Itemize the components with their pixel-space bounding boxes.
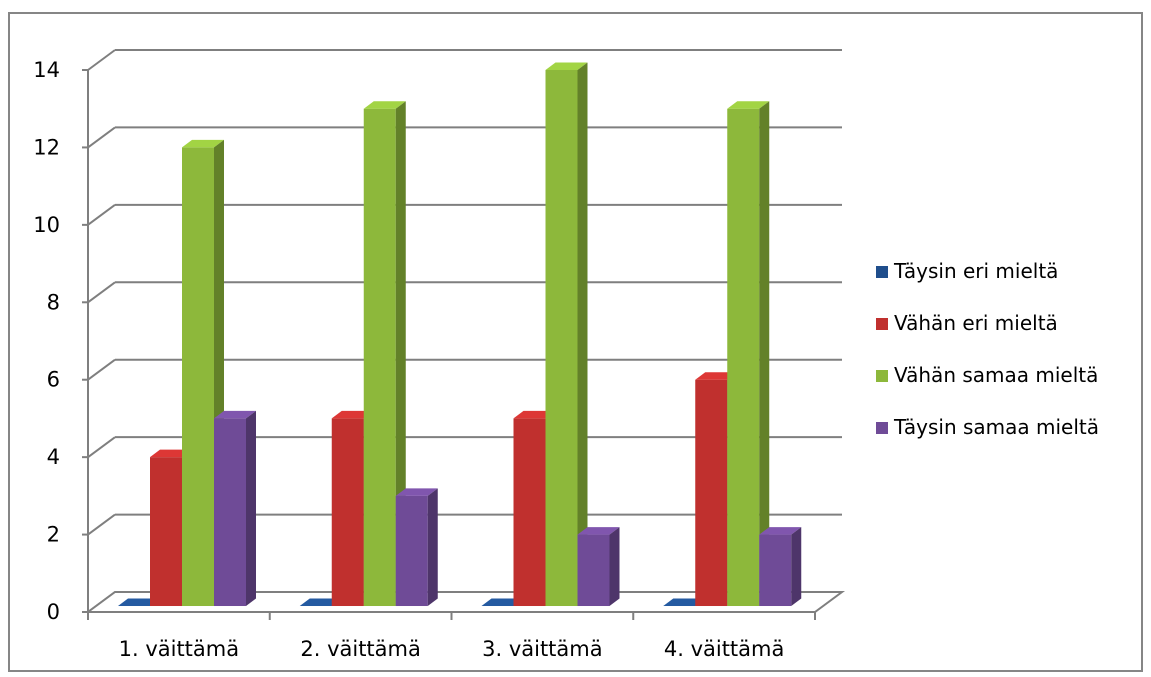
bar-front — [545, 70, 578, 607]
bar-top — [363, 101, 406, 109]
gridline-diagonal — [87, 204, 116, 226]
bar-top — [481, 598, 524, 606]
gridline-diagonal — [87, 436, 116, 458]
labels-layer: 0 2 4 6 8 10 12 14 1. väittämä 2. väittämä 3. väit… — [33, 58, 784, 661]
x-category-label: 2. väittämä — [300, 637, 421, 661]
bar-front — [150, 457, 182, 607]
bar-top — [150, 449, 192, 458]
bar — [118, 598, 160, 607]
y-tick-label: 14 — [33, 58, 60, 82]
y-tick-label: 6 — [47, 368, 60, 392]
y-tick-label: 12 — [33, 135, 60, 159]
bar-side — [759, 101, 770, 606]
bar-side — [609, 527, 620, 606]
y-tick-label: 2 — [47, 523, 60, 547]
legend-swatch — [876, 318, 888, 330]
bar-top — [695, 372, 738, 380]
y-tick-label: 8 — [47, 290, 60, 314]
bar — [395, 488, 438, 607]
bar-side — [395, 101, 406, 606]
gridline-diagonal — [87, 513, 116, 536]
bar-top — [118, 598, 160, 606]
bar — [481, 598, 524, 607]
bar-side — [246, 410, 256, 606]
bar — [577, 527, 620, 607]
legend-label: Vähän eri mieltä — [894, 311, 1058, 335]
bar-top — [513, 410, 556, 419]
bar-front — [727, 108, 760, 607]
bar-front — [331, 418, 364, 607]
bar-front — [513, 418, 546, 607]
bar-top — [331, 410, 374, 419]
bar-front — [395, 495, 428, 607]
bar-top — [759, 527, 802, 535]
bar — [363, 101, 406, 607]
bars-layer — [118, 62, 802, 607]
axis-layer — [82, 69, 816, 620]
gridline-diagonal — [87, 49, 116, 71]
bar-top — [395, 488, 438, 496]
legend-label: Täysin eri mieltä — [893, 259, 1058, 283]
y-tick-label: 0 — [47, 600, 60, 624]
bar-front — [214, 418, 246, 607]
legend-item: Vähän eri mieltä — [876, 311, 1058, 335]
bar-top — [214, 410, 256, 419]
bar — [545, 62, 588, 607]
legend-item: Täysin eri mieltä — [876, 259, 1058, 283]
legend-label: Vähän samaa mieltä — [894, 363, 1098, 387]
bar-top — [727, 101, 770, 109]
bar-top — [577, 527, 620, 535]
y-tick-label: 4 — [47, 445, 60, 469]
y-tick-label: 10 — [33, 213, 60, 237]
bar-top — [545, 62, 588, 70]
bar-side — [427, 488, 438, 606]
x-category-label: 3. väittämä — [482, 637, 603, 661]
bar-side — [577, 62, 588, 606]
legend-swatch — [876, 370, 888, 382]
bar-front — [363, 108, 396, 607]
bar — [299, 598, 342, 607]
bar-top — [299, 598, 342, 606]
legend-label: Täysin samaa mieltä — [893, 415, 1099, 439]
bar-front — [695, 379, 728, 607]
legend-item: Vähän samaa mieltä — [876, 363, 1098, 387]
bar — [214, 410, 256, 607]
bar-side — [791, 527, 802, 606]
x-category-label: 1. väittämä — [119, 637, 240, 661]
bar — [727, 101, 770, 607]
bar-front — [759, 534, 792, 607]
legend-item: Täysin samaa mieltä — [876, 415, 1099, 439]
legend: Täysin eri mieltä Vähän eri mieltä Vähän s… — [876, 259, 1099, 439]
bar-front — [182, 147, 214, 607]
bar-front — [577, 534, 610, 607]
bar — [759, 527, 802, 607]
gridline-diagonal — [87, 126, 116, 149]
legend-swatch — [876, 422, 888, 434]
x-category-label: 4. väittämä — [664, 637, 785, 661]
gridline-diagonal — [87, 358, 116, 381]
legend-swatch — [876, 266, 888, 278]
bar — [663, 598, 706, 607]
gridline-diagonal — [87, 281, 116, 304]
bar-top — [663, 598, 706, 606]
bar-top — [182, 139, 224, 148]
